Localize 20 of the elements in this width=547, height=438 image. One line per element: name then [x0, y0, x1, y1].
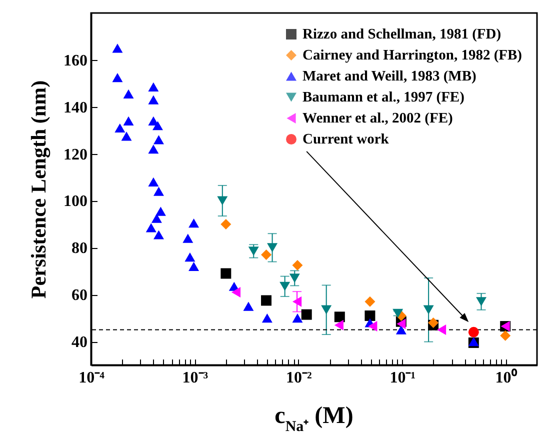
y-tick-label: 80: [72, 240, 88, 258]
legend-label: Maret and Weill, 1983 (MB): [302, 68, 477, 84]
legend-label: Baumann et al., 1997 (FE): [302, 89, 465, 106]
x-tick-label: 10⁻³: [182, 370, 208, 386]
x-tick-label: 10⁻²: [286, 370, 312, 386]
legend-label: Cairney and Harrington, 1982 (FB): [302, 47, 522, 64]
legend-label: Current work: [302, 131, 390, 148]
x-tick-label: 10⁰: [495, 368, 518, 386]
y-tick-label: 120: [64, 146, 88, 164]
x-tick-label: 10⁻¹: [390, 370, 416, 386]
legend-label: Rizzo and Schellman, 1981 (FD): [302, 26, 502, 42]
x-axis-title: c$_{Na⁺}$ (M): [274, 403, 354, 435]
y-tick-label: 140: [64, 99, 88, 116]
y-axis-title: Persistence Length (nm): [26, 80, 50, 299]
y-tick-label: 160: [64, 52, 88, 70]
legend-label: Wenner et al., 2002 (FE): [302, 110, 454, 126]
y-tick-label: 60: [72, 287, 88, 304]
x-tick-label: 10⁻⁴: [78, 370, 105, 386]
y-tick-label: 100: [64, 193, 88, 210]
y-tick-label: 40: [72, 334, 88, 352]
